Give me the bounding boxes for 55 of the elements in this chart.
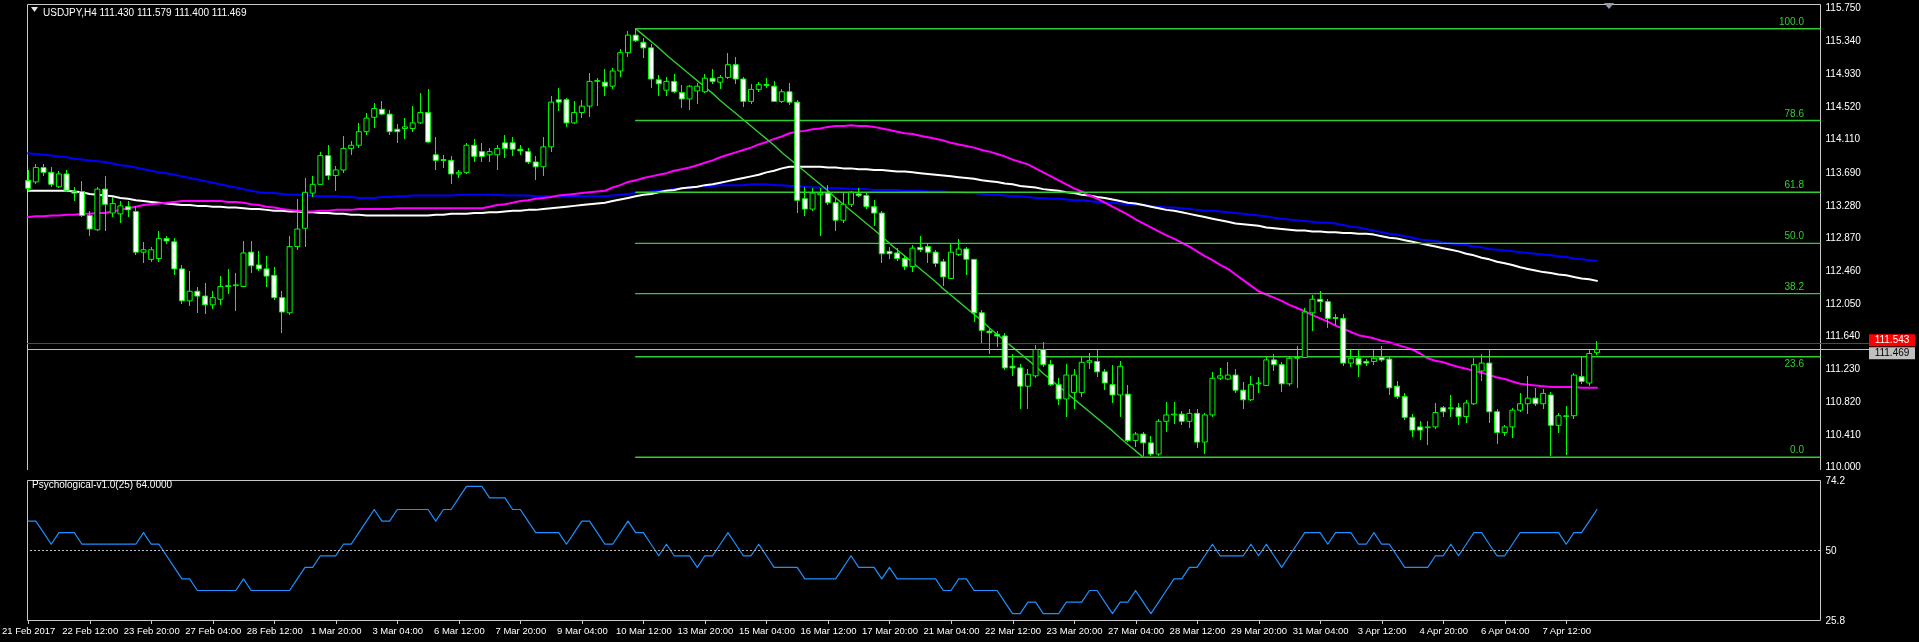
x-tick-label: 17 Mar 20:00 [861,624,918,636]
y-tick-label: 110.000 [1825,461,1862,473]
x-tick-label: 21 Mar 04:00 [923,624,980,636]
y-tick-label: 112.050 [1825,297,1862,309]
y-tick-label: 112.460 [1825,265,1862,277]
x-tick-label: 28 Mar 12:00 [1169,624,1226,636]
x-tick-label: 3 Mar 04:00 [372,624,424,636]
x-tick-label: 10 Mar 12:00 [615,624,672,636]
y-tick-label: 114.520 [1825,100,1862,112]
y-tick-label: 112.870 [1825,232,1862,244]
series-label: 78.6 [1784,107,1805,119]
x-tick-label: 31 Mar 04:00 [1292,624,1349,636]
y-tick-label: 115.340 [1825,35,1862,47]
y-tick-label: 111.230 [1825,363,1861,375]
x-tick-label: 4 Apr 20:00 [1419,624,1468,636]
y-tick-label: 50 [1825,544,1838,556]
y-tick-label: 113.690 [1825,166,1862,178]
x-tick-label: 22 Mar 12:00 [985,624,1042,636]
series-label: 0.0 [1790,444,1805,456]
y-tick-label: 111.640 [1825,330,1861,342]
x-tick-label: 13 Mar 20:00 [677,624,734,636]
y-tick-label: 114.110 [1825,133,1861,145]
y-tick-label: 110.410 [1825,428,1862,440]
x-tick-label: 15 Mar 04:00 [738,624,795,636]
y-tick-label: 115.750 [1825,2,1862,14]
ref-line-label: 111.469 [1874,347,1910,359]
x-tick-label: 27 Feb 04:00 [185,624,242,636]
x-tick-label: 27 Mar 04:00 [1108,624,1165,636]
y-tick-label: 110.820 [1825,395,1862,407]
x-tick-label: 9 Mar 04:00 [557,624,608,636]
series-label: 23.6 [1784,357,1805,369]
x-tick-label: 28 Feb 12:00 [246,624,303,636]
x-tick-label: 29 Mar 20:00 [1231,624,1288,636]
x-tick-label: 22 Feb 12:00 [62,624,119,636]
chart-title: Psychological-v1.0(25) 64.0000 [32,479,173,490]
chart-title: USDJPY,H4 111.430 111.579 111.400 111.469 [43,6,247,18]
series-label: 50.0 [1784,230,1805,242]
ref-line-label: 111.543 [1874,334,1910,346]
y-tick-label: 114.930 [1825,67,1862,79]
y-tick-label: 25.8 [1825,614,1846,626]
x-tick-label: 7 Apr 12:00 [1542,624,1592,636]
x-tick-label: 3 Apr 12:00 [1357,624,1407,636]
x-tick-label: 23 Mar 20:00 [1046,624,1103,636]
series-label: 61.8 [1784,179,1805,191]
x-tick-label: 23 Feb 20:00 [123,624,180,636]
series-label: 100.0 [1778,15,1805,27]
x-tick-label: 7 Mar 20:00 [495,624,547,636]
x-tick-label: 6 Apr 04:00 [1480,624,1530,636]
x-tick-label: 21 Feb 2017 [1,624,56,636]
y-tick-label: 113.280 [1825,199,1862,211]
x-tick-label: 6 Mar 12:00 [433,624,485,636]
x-tick-label: 16 Mar 12:00 [800,624,857,636]
x-tick-label: 1 Mar 20:00 [310,624,362,636]
series-label: 38.2 [1784,280,1805,292]
y-tick-label: 74.2 [1825,474,1846,486]
